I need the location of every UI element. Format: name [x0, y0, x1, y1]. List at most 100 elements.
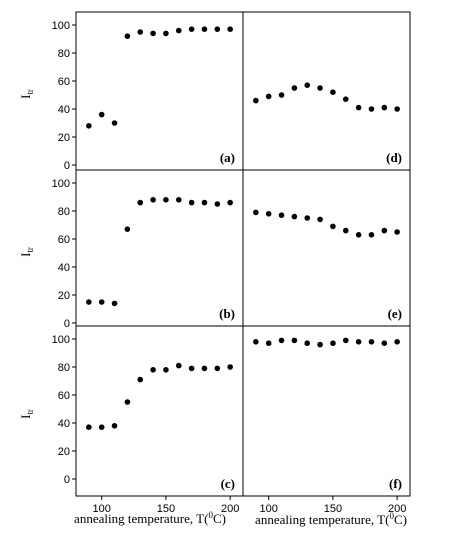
data-point — [214, 365, 221, 372]
y-tick-label: 100 — [52, 178, 70, 190]
data-point — [330, 340, 336, 347]
x-tick-label: 100 — [260, 503, 278, 515]
panel-label: (a) — [220, 150, 235, 165]
y-tick-label: 40 — [58, 418, 70, 430]
data-point — [98, 424, 105, 431]
data-point — [188, 26, 195, 32]
data-point — [394, 229, 400, 235]
data-point — [291, 213, 298, 220]
data-point — [355, 232, 362, 238]
x-tick-label: 100 — [93, 503, 111, 515]
data-point — [265, 340, 272, 347]
panel-label: (f) — [389, 476, 402, 491]
y-tick-label: 80 — [58, 362, 70, 374]
panel-frame — [242, 325, 411, 497]
data-point — [394, 106, 400, 112]
data-point — [163, 30, 169, 37]
x-tick-label: 200 — [221, 503, 239, 515]
data-point — [214, 26, 221, 32]
y-tick-label: 20 — [58, 132, 70, 144]
data-point — [111, 120, 118, 126]
data-point — [163, 367, 169, 373]
data-point — [368, 106, 375, 112]
panel-label: (e) — [388, 306, 402, 321]
panel-label: (c) — [221, 476, 235, 491]
y-axis-title: Itr — [18, 247, 35, 257]
data-point — [381, 340, 388, 347]
data-point — [227, 26, 233, 32]
data-point — [368, 339, 375, 345]
y-tick-label: 80 — [58, 48, 70, 60]
data-point — [317, 85, 323, 91]
data-point — [214, 201, 221, 207]
data-point — [253, 97, 259, 104]
data-point — [150, 197, 156, 203]
data-point — [304, 340, 311, 347]
panel-label: (d) — [386, 150, 402, 165]
data-point — [124, 33, 131, 39]
y-tick-label: 40 — [58, 104, 70, 116]
data-point — [317, 216, 323, 223]
y-tick-label: 0 — [64, 474, 70, 486]
y-axis-title: Itr — [18, 89, 35, 99]
data-point — [150, 30, 156, 37]
data-point — [111, 423, 118, 429]
data-point — [342, 337, 349, 344]
panel-frame — [242, 11, 411, 171]
y-tick-label: 20 — [58, 290, 70, 302]
data-point — [291, 85, 298, 91]
data-point — [330, 223, 336, 230]
data-point — [278, 337, 285, 344]
data-point — [111, 300, 118, 307]
data-point — [137, 376, 144, 383]
data-point — [188, 199, 195, 206]
data-point — [342, 96, 349, 102]
data-point — [175, 197, 182, 203]
data-point — [355, 104, 362, 111]
data-point — [304, 82, 311, 88]
data-point — [227, 364, 233, 370]
data-point — [368, 232, 375, 238]
data-point — [201, 365, 208, 372]
data-point — [175, 362, 182, 369]
data-point — [86, 123, 92, 129]
panel-frame — [75, 11, 244, 171]
data-point — [201, 26, 208, 32]
data-point — [86, 299, 92, 305]
data-point — [188, 365, 195, 372]
data-point — [278, 92, 285, 98]
y-tick-label: 60 — [58, 76, 70, 88]
data-point — [98, 111, 105, 118]
panel-label: (b) — [219, 306, 235, 321]
y-tick-label: 40 — [58, 262, 70, 274]
data-point — [124, 226, 131, 232]
data-point — [175, 27, 182, 34]
data-point — [355, 339, 362, 345]
data-point — [265, 211, 272, 217]
data-point — [163, 197, 169, 203]
panel-frame — [242, 169, 411, 327]
y-tick-label: 0 — [64, 318, 70, 330]
y-tick-label: 80 — [58, 206, 70, 218]
panel-frame — [75, 325, 244, 497]
data-point — [124, 399, 131, 405]
data-point — [291, 337, 298, 344]
data-point — [137, 29, 144, 35]
y-tick-label: 100 — [52, 334, 70, 346]
x-axis-title: annealing temperature, T(0C) — [74, 510, 226, 526]
data-point — [330, 89, 336, 95]
data-point — [342, 227, 349, 234]
y-tick-label: 20 — [58, 446, 70, 458]
x-tick-label: 200 — [388, 503, 406, 515]
y-tick-label: 100 — [52, 20, 70, 32]
y-tick-label: 0 — [64, 160, 70, 172]
y-tick-label: 60 — [58, 234, 70, 246]
data-point — [278, 212, 285, 218]
data-point — [98, 299, 105, 305]
data-point — [394, 339, 400, 345]
y-axis-title: Itr — [18, 409, 35, 419]
x-axis-title: annealing temperature, T(0C) — [255, 511, 407, 527]
data-point — [253, 209, 259, 216]
data-point — [381, 104, 388, 111]
